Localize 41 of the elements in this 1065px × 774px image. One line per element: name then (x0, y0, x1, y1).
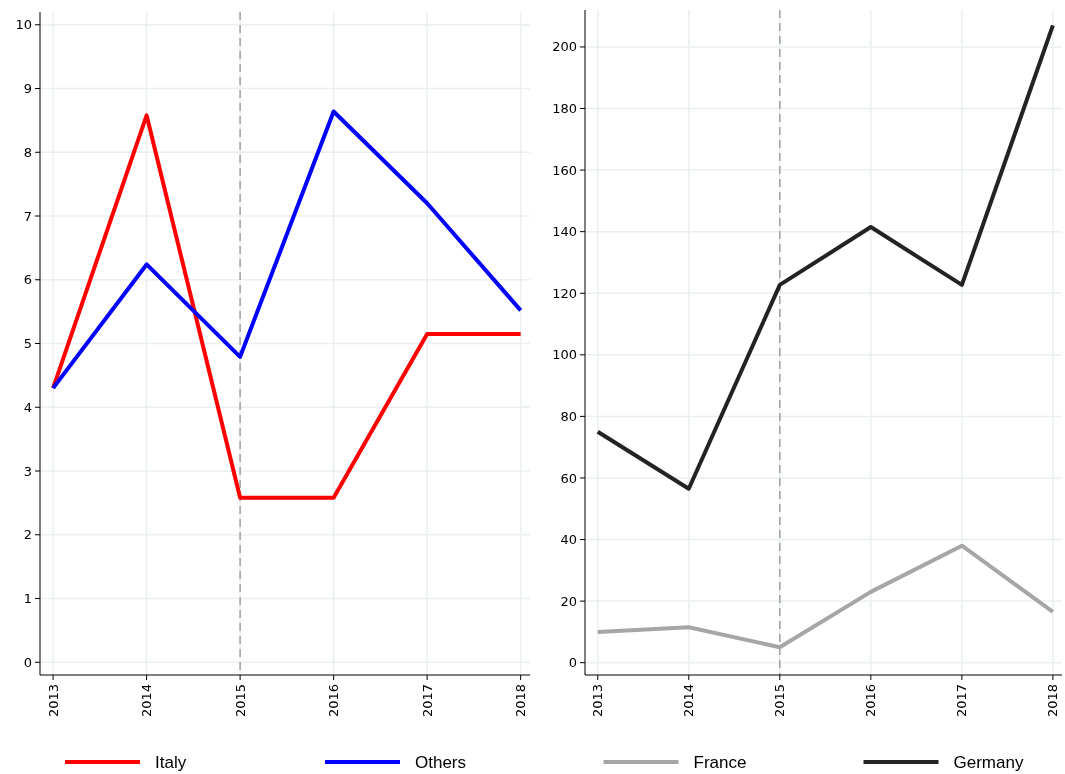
y-tick-label: 100 (552, 347, 577, 363)
y-tick-label: 6 (23, 272, 32, 288)
y-tick-label: 2 (23, 527, 32, 543)
line-series (595, 23, 1055, 491)
x-tick-label: 2017 (419, 684, 435, 718)
legend-label: Germany (953, 752, 1024, 772)
legend-label: Italy (155, 752, 187, 772)
x-tick-label: 2013 (45, 684, 61, 718)
y-tick-label: 40 (560, 532, 577, 548)
y-tick-label: 0 (568, 655, 577, 671)
y-tick-label: 200 (552, 39, 577, 55)
y-tick-label: 180 (552, 101, 577, 117)
x-tick-label: 2016 (863, 684, 879, 718)
x-tick-label: 2014 (139, 684, 155, 718)
y-tick-label: 1 (23, 591, 32, 607)
x-tick-label: 2013 (590, 684, 606, 718)
y-tick-label: 10 (15, 17, 32, 33)
x-tick-label: 2017 (954, 684, 970, 718)
x-tick-label: 2018 (1045, 684, 1061, 718)
y-tick-label: 3 (23, 463, 32, 479)
x-tick-label: 2015 (232, 684, 248, 718)
y-tick-label: 0 (23, 654, 32, 670)
x-tick-label: 2015 (772, 684, 788, 718)
line-series (51, 113, 523, 500)
y-tick-label: 160 (552, 162, 577, 178)
y-tick-label: 80 (560, 408, 577, 424)
y-tick-label: 8 (23, 144, 32, 160)
legend-label: Others (415, 752, 467, 772)
x-tick-label: 2014 (681, 684, 697, 718)
y-tick-label: 60 (560, 470, 577, 486)
y-tick-label: 9 (23, 81, 32, 97)
x-tick-label: 2016 (326, 684, 342, 718)
legend-label: France (693, 752, 747, 772)
y-tick-label: 140 (552, 224, 577, 240)
y-tick-label: 20 (560, 593, 577, 609)
x-tick-label: 2018 (513, 684, 529, 718)
y-tick-label: 4 (23, 399, 32, 415)
y-tick-label: 5 (23, 336, 32, 352)
line-series (51, 109, 523, 391)
y-tick-label: 120 (552, 285, 577, 301)
y-tick-label: 7 (23, 208, 32, 224)
